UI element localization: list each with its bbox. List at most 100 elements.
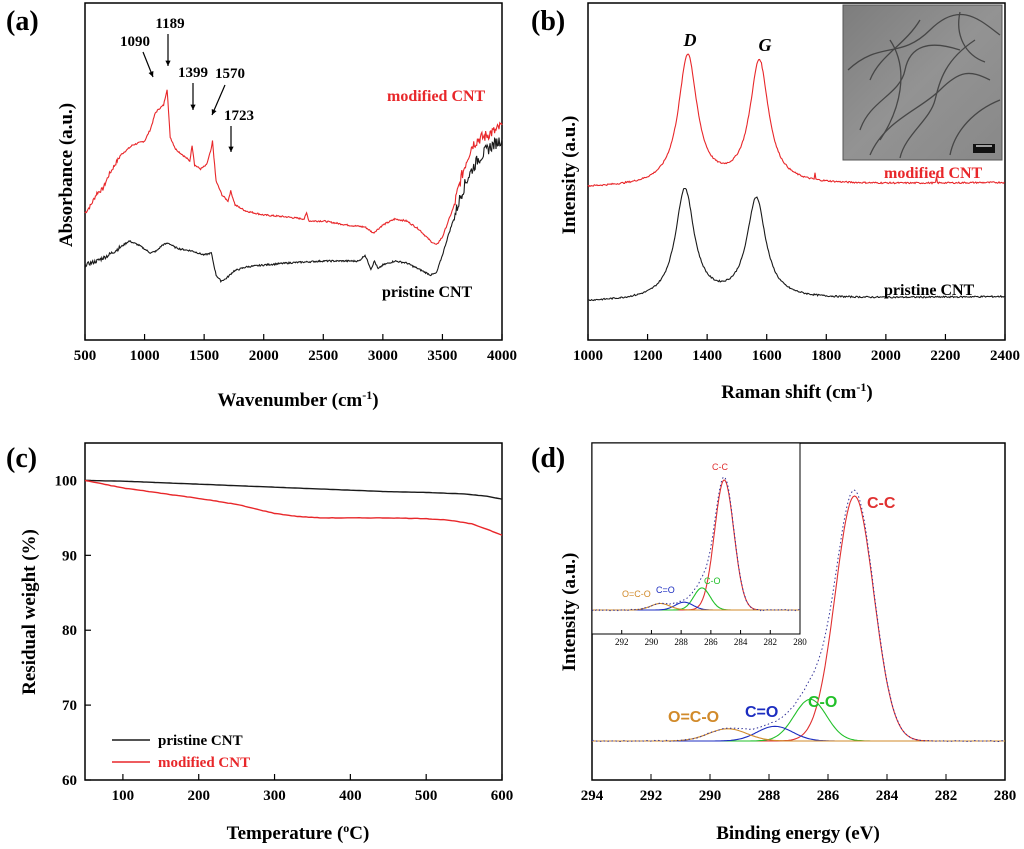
annotation-1723: 1723: [224, 108, 254, 124]
peak-label-cc: C-C: [867, 495, 896, 512]
modified-cnt-ftir-line: [84, 89, 503, 245]
panel-d-inset-xtick-label: 292: [615, 637, 629, 647]
panel-d-component-oco: [592, 728, 1004, 742]
panel-b-xtick-label: 1800: [811, 348, 841, 364]
panel-d-inset-xtick-label: 282: [764, 637, 778, 647]
annotation-1189: 1189: [155, 16, 184, 32]
panel-c-letter: (c): [6, 443, 37, 474]
panel-b-letter: (b): [531, 6, 565, 37]
panel-b-xtick-label: 1000: [573, 348, 603, 364]
panel-b-ylabel: Intensity (a.u.): [559, 116, 580, 235]
panel-c-xtick-label: 600: [491, 788, 514, 804]
panel-d-xticks: 294 292 290 288 286 284 282 280: [581, 774, 1017, 804]
annotation-1090: 1090: [120, 34, 150, 50]
panel-c-tga: (c) 100 200 300 400 500 600 60 70 80 90 100 pristi…: [6, 442, 514, 844]
annotation-arrowhead-1723: [228, 146, 234, 152]
panel-d-inset-frame: [591, 442, 801, 635]
panel-d-xtick-label: 280: [994, 788, 1017, 804]
inset-label-co: C-O: [704, 576, 721, 586]
panel-b-xtick-label: 1600: [752, 348, 782, 364]
panel-a-frame: [84, 2, 503, 341]
panel-d-component-co: [592, 725, 1004, 742]
panel-d-raw-data-dots: [591, 489, 1005, 743]
panel-d-xtick-label: 294: [581, 788, 604, 804]
panel-c-ytick-label: 80: [62, 623, 77, 639]
panel-a-xtick-label: 500: [74, 348, 97, 364]
panel-d-inset-component-oco: [592, 602, 800, 611]
panel-b-xtick-label: 1400: [692, 348, 722, 364]
panel-a-xtick-label: 1000: [130, 348, 160, 364]
peak-label-c-double-o: C=O: [745, 704, 778, 721]
panel-c-ylabel: Residual weight (%): [19, 529, 40, 695]
panel-a-xtick-label: 3500: [427, 348, 457, 364]
panel-c-xtick-label: 500: [415, 788, 438, 804]
panel-d-inset-xtick-label: 284: [734, 637, 748, 647]
panel-d-inset-xtick-label: 286: [704, 637, 718, 647]
legend-modified-label: modified CNT: [158, 755, 250, 771]
panel-b-d-band-label: D: [683, 30, 697, 50]
panel-c-xtick-label: 300: [263, 788, 286, 804]
panel-d-xtick-label: 286: [817, 788, 840, 804]
panel-b-frame: [587, 2, 1006, 341]
panel-d-xtick-label: 282: [935, 788, 958, 804]
peak-label-co: C-O: [808, 694, 837, 711]
panel-c-frame: [84, 442, 503, 781]
inset-label-ocdo: O=C-O: [622, 589, 651, 599]
panel-a-xlabel: Wavenumber (cm-1): [217, 388, 378, 411]
panel-b-xtick-label: 2200: [930, 348, 960, 364]
panel-b-xtick-label: 1200: [633, 348, 663, 364]
annotation-arrowhead-1090: [148, 71, 154, 77]
panel-c-ytick-label: 70: [62, 698, 77, 714]
panel-d-inset: 292 290 288 286 284 282 280 C-C C-O C=O O=C-O: [591, 442, 807, 647]
panel-a-xtick-label: 2500: [308, 348, 338, 364]
inset-label-c-double-o: C=O: [656, 585, 675, 595]
inset-label-cc: C-C: [712, 462, 728, 472]
panel-d-inset-ticks: 292 290 288 286 284 282 280: [615, 630, 807, 647]
panel-d-letter: (d): [531, 443, 565, 474]
panel-a-ftir: (a) 500 1000 1500 2000 2500 3000 3500 4000 1090…: [6, 2, 517, 411]
panel-d-xtick-label: 288: [758, 788, 781, 804]
annotation-arrowhead-1399: [190, 104, 196, 110]
modified-cnt-tga-line: [84, 479, 503, 536]
panel-c-ticks: 100 200 300 400 500 600 60 70 80 90 100: [55, 473, 514, 804]
panel-a-modified-label: modified CNT: [387, 88, 486, 105]
panel-a-pristine-label: pristine CNT: [382, 284, 473, 301]
panel-d-ylabel: Intensity (a.u.): [559, 553, 580, 672]
panel-b-tem-inset: [842, 4, 1003, 161]
panel-b-series: [587, 53, 1005, 302]
panel-b-pristine-label: pristine CNT: [884, 282, 975, 299]
panel-a-xtick-label: 2000: [249, 348, 279, 364]
panel-a-annotations: 1090 1189 1399 1570 1723: [120, 16, 254, 152]
panel-d-series: [591, 489, 1005, 743]
panel-a-series: [84, 89, 503, 284]
panel-d-inset-xtick-label: 280: [793, 637, 807, 647]
legend-pristine-label: pristine CNT: [158, 733, 243, 749]
annotation-arrow-1570: [211, 84, 226, 116]
annotation-1570: 1570: [215, 66, 245, 82]
panel-c-ytick-label: 60: [62, 773, 77, 789]
panel-c-legend: pristine CNT modified CNT: [112, 733, 250, 771]
panel-a-xtick-label: 1500: [189, 348, 219, 364]
panel-a-xtick-label: 3000: [368, 348, 398, 364]
pristine-cnt-ftir-line: [84, 137, 503, 284]
panel-c-xlabel: Temperature (oC): [227, 821, 370, 844]
panel-c-xtick-label: 100: [112, 788, 135, 804]
panel-a-xtick-label: 4000: [487, 348, 517, 364]
panel-c-ytick-label: 90: [62, 548, 77, 564]
panel-d-xtick-label: 290: [699, 788, 722, 804]
panel-b-g-band-label: G: [759, 35, 772, 55]
panel-b-xtick-label: 2000: [871, 348, 901, 364]
peak-label-ocdo: O=C-O: [668, 709, 719, 726]
panel-a-ylabel: Absorbance (a.u.): [56, 103, 77, 247]
panel-a-letter: (a): [6, 6, 39, 37]
panel-d-xtick-label: 292: [640, 788, 663, 804]
panel-c-xtick-label: 200: [187, 788, 210, 804]
panel-b-modified-label: modified CNT: [884, 165, 983, 182]
panel-d-inset-series: [591, 476, 800, 612]
panel-d-xlabel: Binding energy (eV): [716, 823, 880, 844]
annotation-arrowhead-1189: [165, 60, 171, 66]
panel-c-series: [84, 479, 503, 536]
panel-b-raman: (b) 1000 1200 1400 1600 1800 2000 2200 2400 D G: [531, 2, 1020, 403]
pristine-cnt-raman-line: [587, 187, 1005, 302]
